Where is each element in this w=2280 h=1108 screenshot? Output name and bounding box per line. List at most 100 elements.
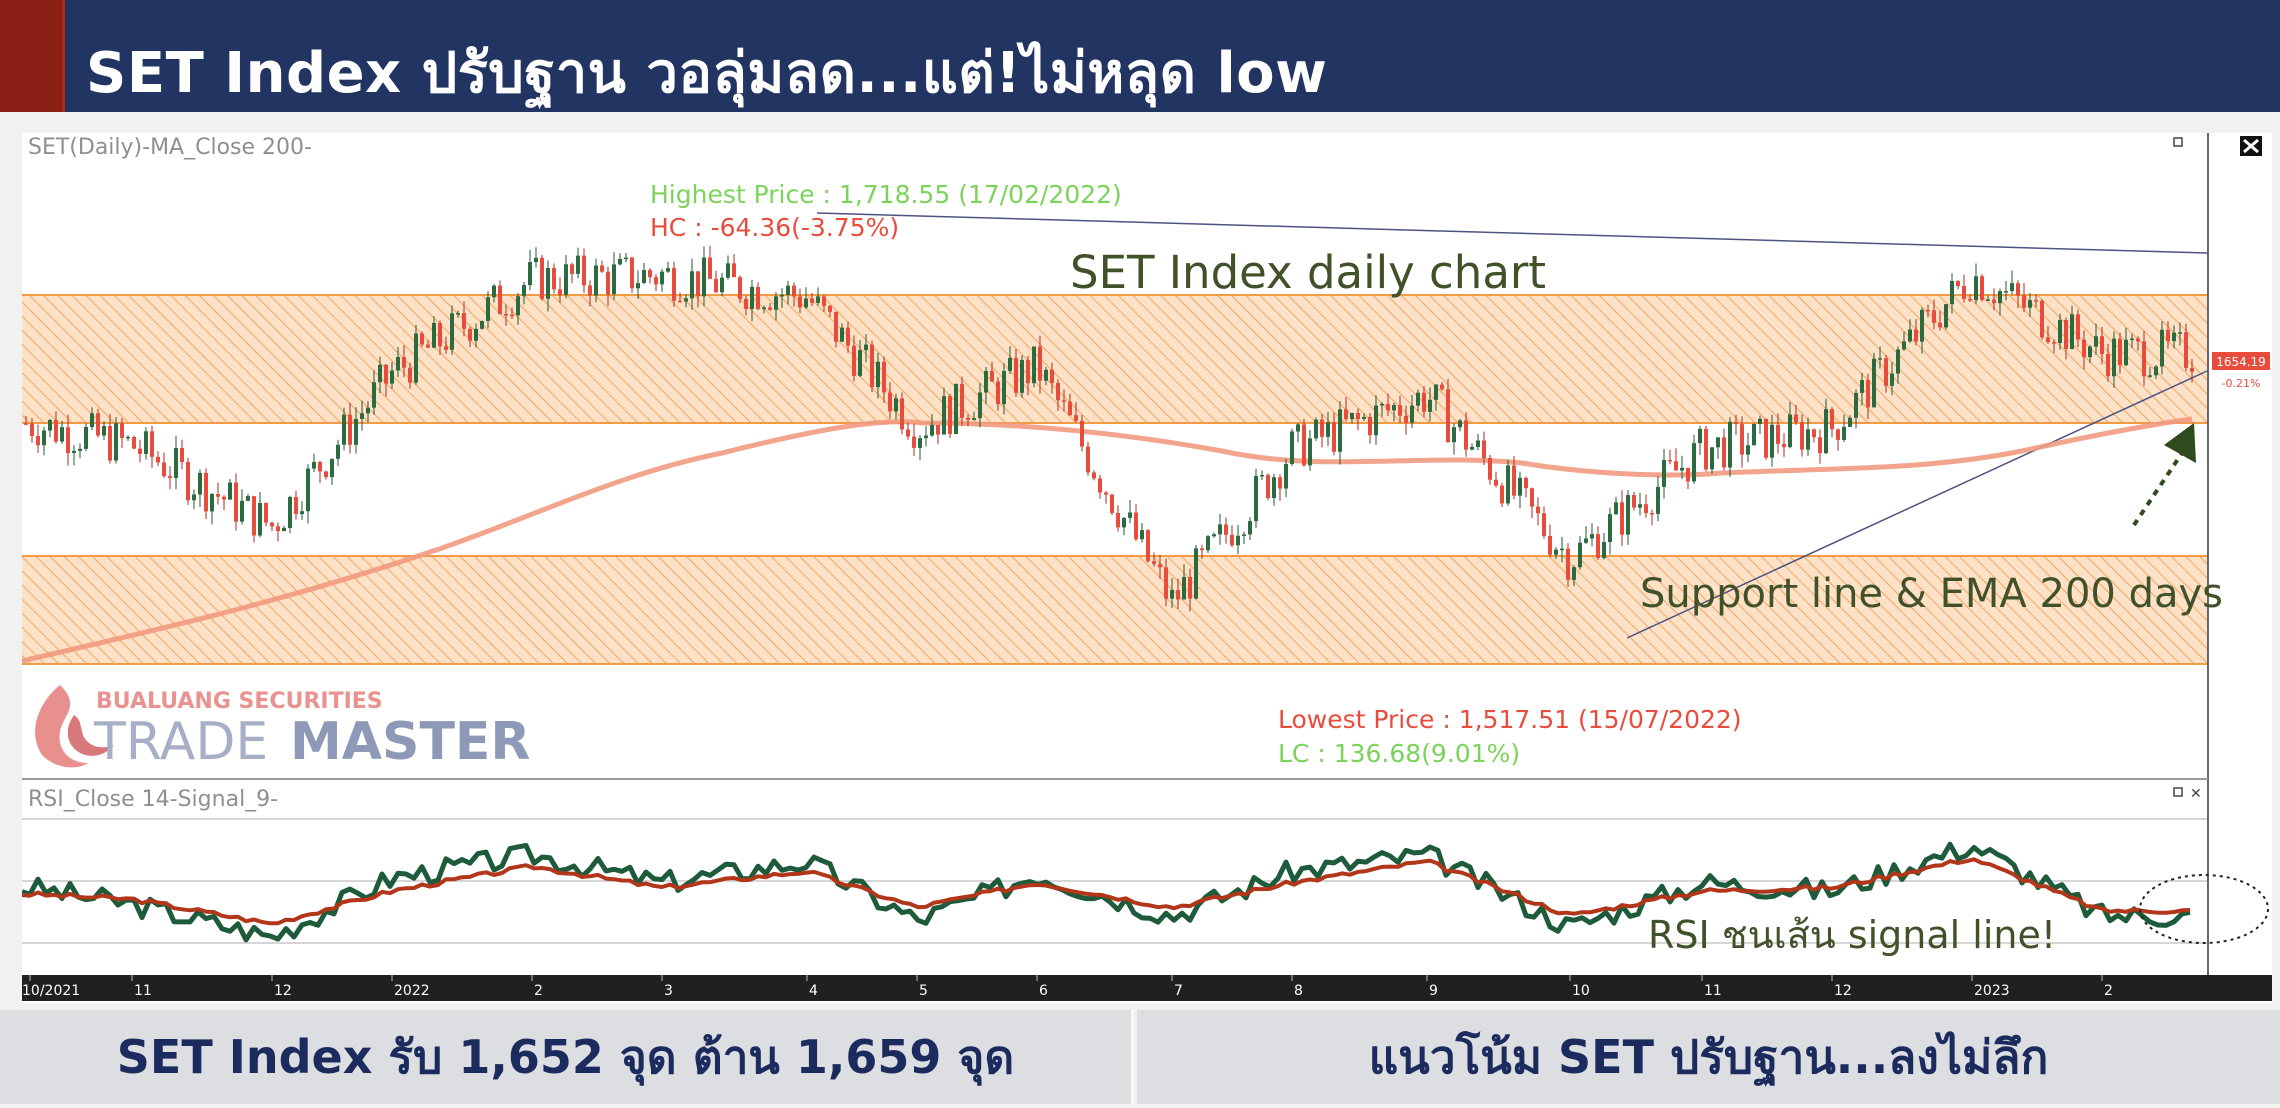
rsi-panel-close-icon[interactable]: ✕ xyxy=(2190,786,2202,802)
candle-body xyxy=(1104,492,1108,495)
candle-body xyxy=(1050,369,1054,383)
candle-body xyxy=(1440,384,1444,390)
candle-body xyxy=(240,500,244,522)
candle-body xyxy=(1260,474,1264,477)
candle-body xyxy=(1680,467,1684,471)
candle-body xyxy=(1656,486,1660,514)
candle-body xyxy=(582,255,586,286)
candle-body xyxy=(786,285,790,295)
candle-body xyxy=(408,367,412,383)
candle-body xyxy=(984,370,988,393)
candle-body xyxy=(978,392,982,419)
x-tick-label: 8 xyxy=(1294,983,1303,999)
candle-body xyxy=(54,420,58,442)
candle-body xyxy=(1044,369,1048,381)
candle-body xyxy=(966,417,970,420)
candle-body xyxy=(810,298,814,303)
candle-body xyxy=(906,429,910,437)
candle-body xyxy=(912,436,916,448)
candle-body xyxy=(138,448,142,454)
candle-body xyxy=(1884,358,1888,386)
candle-body xyxy=(666,268,670,272)
candle-body xyxy=(534,257,538,263)
candle-body xyxy=(1914,329,1918,342)
candle-body xyxy=(420,333,424,345)
candle-body xyxy=(948,396,952,434)
candle-body xyxy=(1872,358,1876,408)
candle-body xyxy=(1182,576,1186,600)
x-tick-label: 4 xyxy=(809,983,818,999)
candle-body xyxy=(1788,414,1792,448)
price-panel-resize-icon[interactable] xyxy=(2173,137,2183,147)
candle-body xyxy=(1608,514,1612,543)
candle-body xyxy=(858,350,862,376)
candle-body xyxy=(804,298,808,308)
candle-body xyxy=(594,265,598,296)
candle-body xyxy=(1848,417,1852,427)
candle-body xyxy=(828,306,832,312)
candle-body xyxy=(228,482,232,500)
logo-main-text-a: TRADE xyxy=(93,712,268,772)
candle-body xyxy=(1698,428,1702,444)
candle-body xyxy=(1338,409,1342,452)
page-title: SET Index ปรับฐาน วอลุ่มลด...แต่!ไม่หลุด… xyxy=(86,41,1328,106)
candle-body xyxy=(558,289,562,295)
candle-body xyxy=(2118,338,2122,366)
close-icon[interactable] xyxy=(2240,136,2262,156)
candle-body xyxy=(1266,474,1270,499)
candle-body xyxy=(1056,382,1060,401)
candle-body xyxy=(1812,429,1816,438)
x-tick-label: 11 xyxy=(1704,983,1722,999)
candle-body xyxy=(300,511,304,515)
candle-body xyxy=(78,448,82,451)
candle-body xyxy=(1464,420,1468,450)
candle-body xyxy=(2154,366,2158,376)
candle-body xyxy=(264,503,268,523)
last-price-value: 1654.19 xyxy=(2216,355,2266,369)
candle-body xyxy=(2058,319,2062,344)
candle-body xyxy=(1032,346,1036,384)
candle-body xyxy=(780,294,784,297)
candle-body xyxy=(1272,477,1276,499)
candle-body xyxy=(2070,314,2074,350)
candle-body xyxy=(1938,322,1942,328)
candle-body xyxy=(1308,438,1312,466)
time-axis-ticks: 10/2021 11 12 2022 2 3 4 5 6 7 8 9 10 11 12 2023 2 xyxy=(22,975,2113,999)
header-accent xyxy=(0,0,62,112)
chart-title: SET Index daily chart xyxy=(1070,246,1546,299)
candle-body xyxy=(1242,534,1246,536)
support-zone xyxy=(22,556,2207,664)
candle-body xyxy=(972,418,976,420)
candle-body xyxy=(1752,423,1756,446)
candle-body xyxy=(1224,524,1228,535)
candle-body xyxy=(192,494,196,501)
candle-body xyxy=(768,307,772,310)
candle-body xyxy=(1434,384,1438,400)
candle-body xyxy=(2016,283,2020,296)
candle-body xyxy=(1230,534,1234,546)
candle-body xyxy=(2022,295,2026,308)
candle-body xyxy=(252,496,256,536)
candle-body xyxy=(1824,409,1828,454)
candle-body xyxy=(918,438,922,448)
candle-body xyxy=(2004,291,2008,293)
candle-body xyxy=(84,427,88,449)
candle-body xyxy=(846,327,850,346)
candle-body xyxy=(1488,458,1492,480)
x-tick-label: 10/2021 xyxy=(22,983,80,999)
candle-body xyxy=(210,494,214,512)
rsi-panel-resize-icon[interactable] xyxy=(2173,787,2183,797)
candle-body xyxy=(762,307,766,310)
candle-body xyxy=(1854,392,1858,418)
footer-right-text: แนวโน้ม SET ปรับฐาน...ลงไม่ลึก xyxy=(1368,1029,2049,1084)
candle-body xyxy=(834,311,838,342)
candle-body xyxy=(876,361,880,388)
highest-price-label: Highest Price : 1,718.55 (17/02/2022) xyxy=(650,180,1122,209)
candle-body xyxy=(354,418,358,445)
candlesticks xyxy=(24,245,2194,612)
candle-body xyxy=(990,370,994,382)
candle-body xyxy=(1536,506,1540,514)
candle-body xyxy=(1326,422,1330,437)
candle-body xyxy=(2094,336,2098,347)
candle-body xyxy=(24,423,28,425)
